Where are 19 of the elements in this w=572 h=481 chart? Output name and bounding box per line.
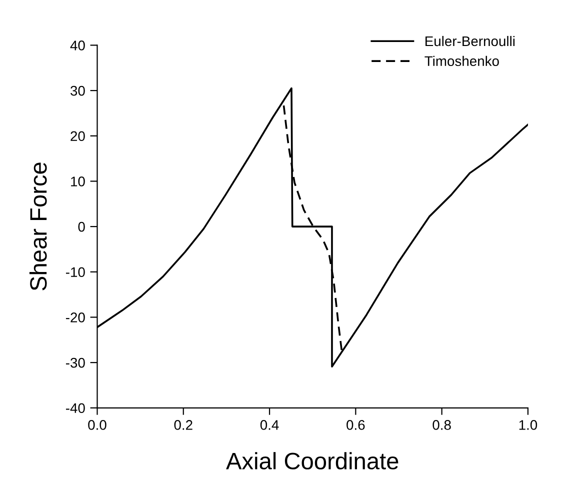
y-tick-label: 20	[70, 131, 85, 142]
x-axis-title: Axial Coordinate	[226, 452, 398, 470]
y-tick-label: 10	[71, 176, 85, 186]
y-tick-label: -20	[66, 312, 85, 322]
legend-label: Euler-Bernoulli	[426, 36, 515, 46]
x-tick-label: 1.0	[519, 420, 538, 430]
x-tick-label: 0.4	[260, 420, 279, 430]
x-tick-label: 0.2	[174, 420, 192, 430]
y-tick-label: 30	[70, 86, 85, 96]
y-axis-title: Shear Force	[29, 162, 47, 290]
y-tick-label: -10	[66, 267, 85, 278]
legend-label: Timoshenko	[424, 56, 499, 66]
y-tick-label: 40	[70, 40, 85, 50]
y-tick-label: -30	[66, 358, 85, 368]
x-tick-label: 0.8	[432, 420, 451, 430]
x-tick-label: 0.6	[346, 420, 365, 430]
x-tick-label: 0.0	[88, 420, 106, 430]
y-tick-label: -40	[66, 403, 85, 414]
y-tick-label: 0	[78, 222, 85, 232]
